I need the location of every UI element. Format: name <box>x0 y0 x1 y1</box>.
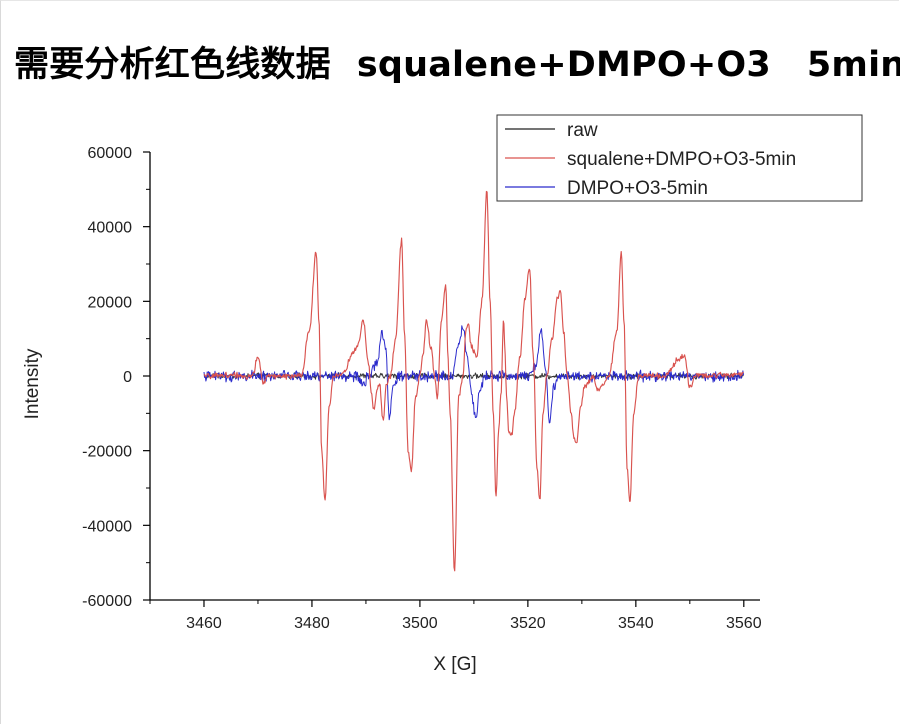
x-tick-label: 3480 <box>294 615 330 632</box>
y-tick-label: 40000 <box>88 220 133 237</box>
x-tick-label: 3460 <box>186 615 222 632</box>
page-title: 需要分析红色线数据 squalene+DMPO+O3 5min <box>14 36 900 87</box>
x-tick-label: 3540 <box>618 615 654 632</box>
legend-box <box>496 114 863 202</box>
title-time: 5min <box>806 45 900 85</box>
axes-layer: 3460 3480 3500 3520 3540 3560 -60000 -40000 -200… <box>22 145 762 675</box>
y-tick-label: -20000 <box>82 444 132 461</box>
y-tick-label: 0 <box>123 369 132 386</box>
y-tick-label: 60000 <box>88 145 133 162</box>
legend: raw squalene+DMPO+O3-5min DMPO+O3-5min <box>496 114 863 202</box>
title-chinese: 需要分析红色线数据 <box>14 45 331 85</box>
series-line-1 <box>203 190 744 572</box>
title-sample: squalene+DMPO+O3 <box>356 45 771 85</box>
x-tick-label: 3500 <box>402 615 438 632</box>
series-layer <box>203 190 745 572</box>
legend-label: squalene+DMPO+O3-5min <box>567 149 796 170</box>
x-tick-label: 3520 <box>510 615 546 632</box>
x-axis-label: X [G] <box>433 654 476 675</box>
y-axis-label: Intensity <box>22 348 43 419</box>
legend-label: DMPO+O3-5min <box>567 178 708 199</box>
y-tick-label: 20000 <box>88 294 133 311</box>
y-tick-label: -60000 <box>82 593 132 610</box>
legend-label: raw <box>567 120 598 141</box>
x-tick-label: 3560 <box>726 615 762 632</box>
y-tick-label: -40000 <box>82 518 132 535</box>
